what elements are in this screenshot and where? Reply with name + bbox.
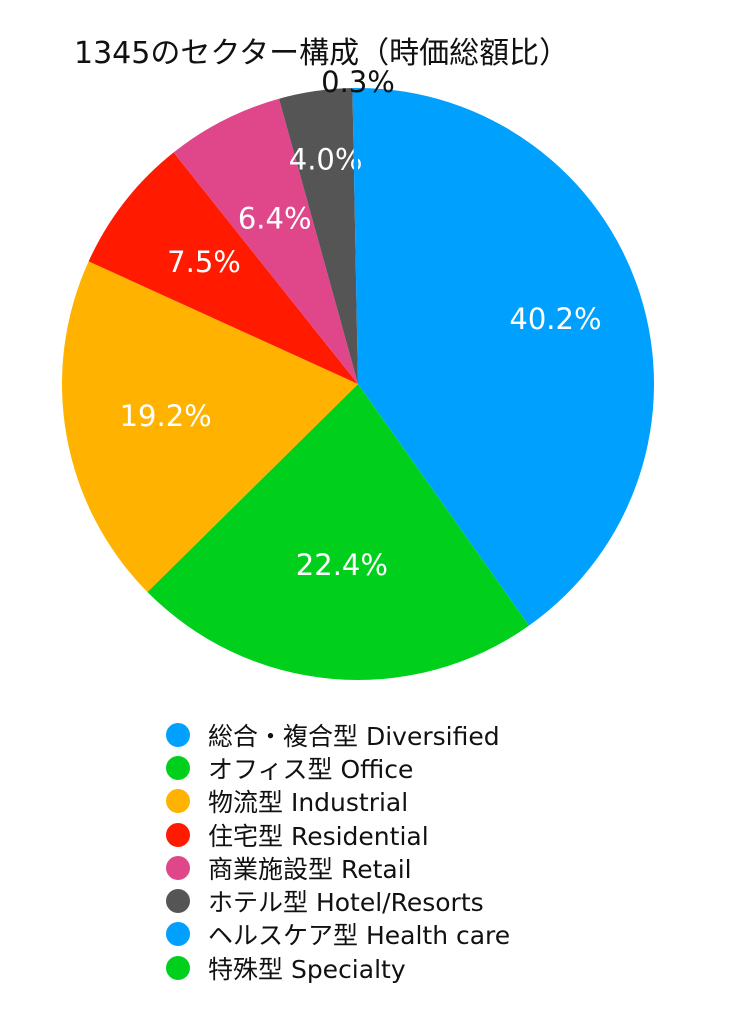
slice-label: 22.4%	[296, 548, 388, 582]
legend-item-residential: 住宅型 Residential	[166, 818, 646, 851]
pie-slice	[61, 261, 358, 592]
legend-swatch	[166, 755, 190, 780]
legend-swatch	[166, 955, 190, 980]
pie-slice	[358, 88, 655, 626]
legend-swatch	[166, 822, 190, 847]
legend-item-healthcare: ヘルスケア型 Health care	[166, 918, 646, 951]
legend-label: ホテル型 Hotel/Resorts	[208, 888, 484, 918]
pie-slice	[352, 88, 358, 384]
legend-item-industrial: 物流型 Industrial	[166, 785, 646, 818]
slice-label: 6.4%	[238, 201, 312, 235]
legend-swatch	[166, 722, 190, 747]
pie-slice	[147, 384, 529, 680]
slice-label: 7.5%	[167, 245, 241, 279]
legend-label: 商業施設型 Retail	[208, 854, 412, 884]
legend-label: 物流型 Industrial	[208, 788, 409, 818]
legend-label: 住宅型 Residential	[208, 821, 429, 851]
chart-title: 1345のセクター構成（時価総額比）	[74, 36, 570, 71]
slice-label: 19.2%	[120, 399, 212, 433]
legend-item-office: オフィス型 Office	[166, 751, 646, 784]
legend-item-hotel: ホテル型 Hotel/Resorts	[166, 884, 646, 917]
legend-label: オフィス型 Office	[208, 754, 414, 784]
legend-swatch	[166, 789, 190, 814]
legend-label: 特殊型 Specialty	[208, 954, 406, 984]
legend-swatch	[166, 889, 190, 914]
legend-label: ヘルスケア型 Health care	[208, 921, 511, 951]
slice-label: 40.2%	[509, 302, 601, 336]
legend-item-specialty: 特殊型 Specialty	[166, 951, 646, 984]
pie-slice	[173, 98, 358, 384]
pie-plot: 40.2% 22.4% 19.2% 7.5% 6.4% 4.0% 0.3%	[61, 65, 655, 680]
legend: 総合・複合型 Diversified オフィス型 Office 物流型 Indu…	[166, 718, 646, 984]
slice-label: 0.3%	[321, 65, 395, 99]
legend-item-retail: 商業施設型 Retail	[166, 851, 646, 884]
legend-swatch	[166, 922, 190, 947]
pie-slice	[278, 88, 358, 384]
slice-label: 4.0%	[289, 142, 363, 176]
legend-swatch	[166, 855, 190, 880]
legend-item-diversified: 総合・複合型 Diversified	[166, 718, 646, 751]
pie-slice	[88, 152, 358, 384]
legend-label: 総合・複合型 Diversified	[208, 721, 500, 751]
